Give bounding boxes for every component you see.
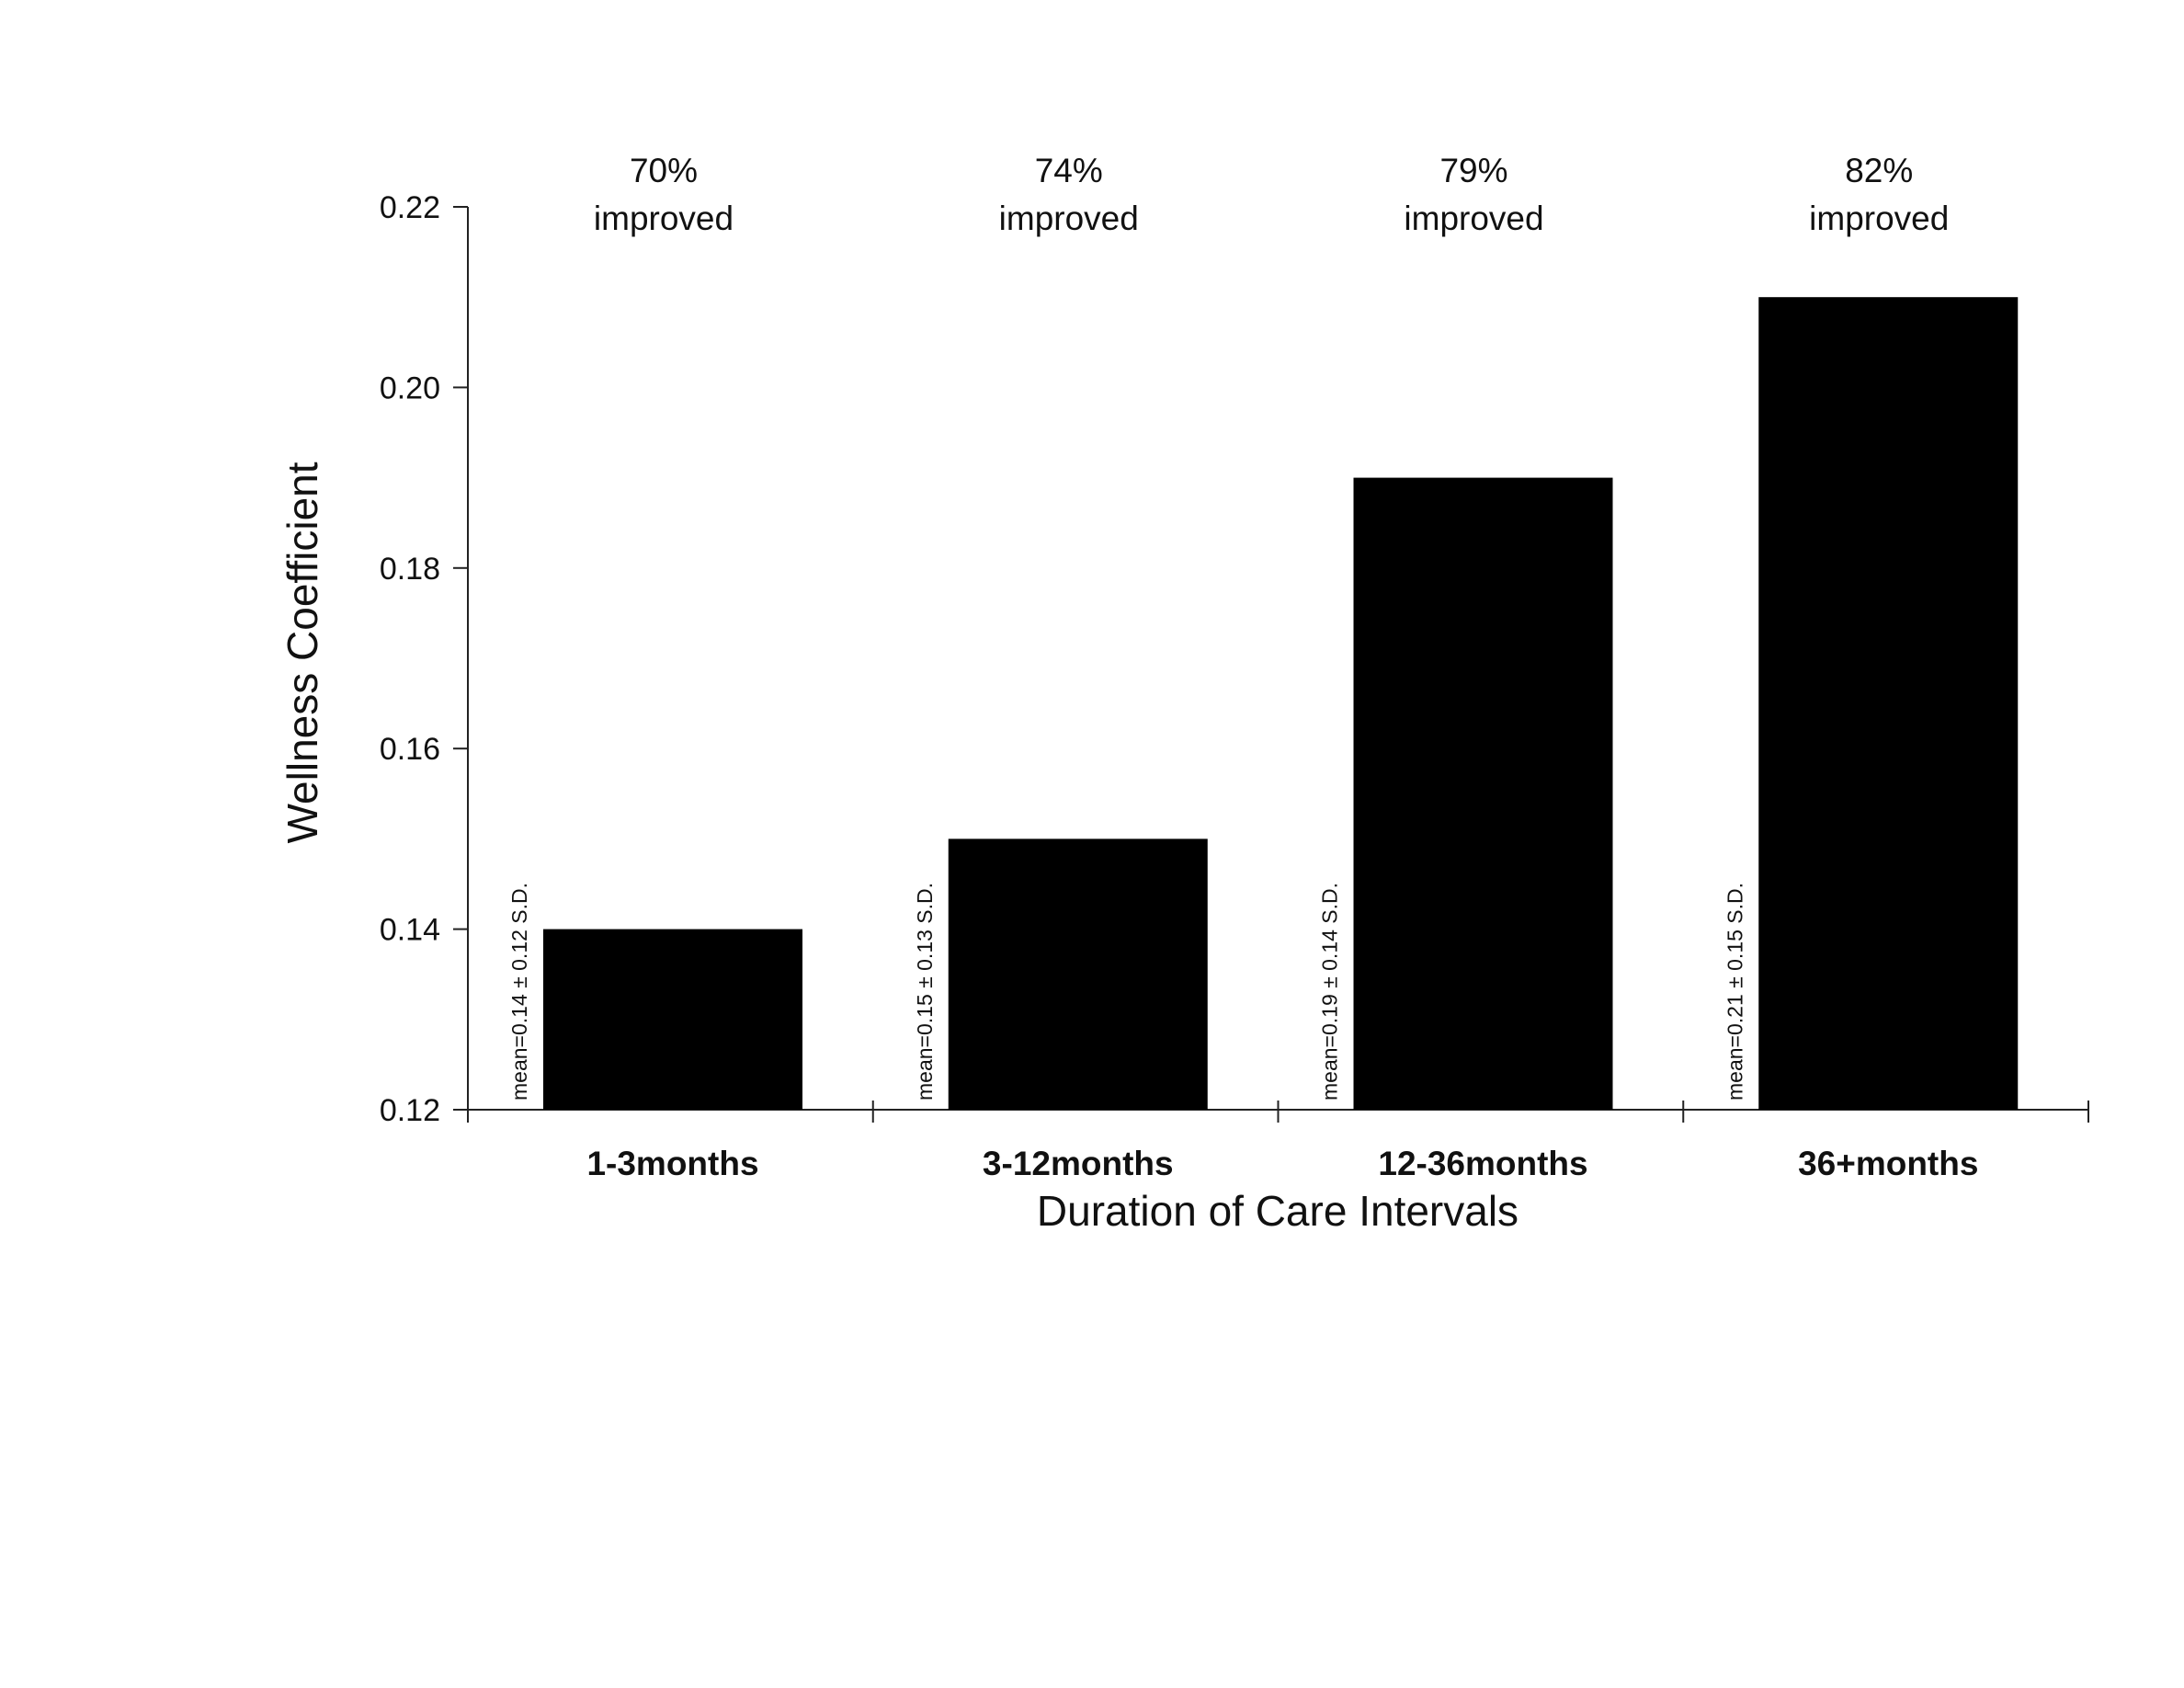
x-axis-title: Duration of Care Intervals — [1037, 1187, 1519, 1235]
y-tick-label: 0.16 — [380, 732, 440, 767]
bar-data-label: mean=0.14 ± 0.12 S.D. — [507, 883, 531, 1101]
improved-text-label: improved — [1809, 200, 1949, 237]
improved-percent-label: 79% — [1439, 152, 1507, 189]
improved-percent-label: 74% — [1035, 152, 1103, 189]
improved-text-label: improved — [999, 200, 1139, 237]
bar — [1353, 477, 1613, 1110]
bar-data-label: mean=0.21 ± 0.15 S.D. — [1723, 883, 1746, 1101]
x-tick-label: 36+months — [1798, 1145, 1978, 1182]
x-tick-label: 1-3months — [586, 1145, 758, 1182]
bar — [1758, 297, 2019, 1110]
improved-text-label: improved — [594, 200, 734, 237]
bar — [543, 929, 802, 1110]
y-tick-label: 0.22 — [380, 190, 440, 225]
y-tick-label: 0.18 — [380, 552, 440, 587]
bar-data-label: mean=0.19 ± 0.14 S.D. — [1318, 883, 1342, 1101]
y-axis-title: Wellness Coefficient — [279, 462, 326, 843]
improved-percent-label: 82% — [1845, 152, 1913, 189]
labels: 1-3months 70% improved mean=0.14 ± 0.12 S.D… — [507, 152, 1978, 1182]
x-tick-label: 3-12months — [983, 1145, 1174, 1182]
bars — [543, 297, 2019, 1110]
x-tick-label: 12-36months — [1378, 1145, 1587, 1182]
bar-data-label: mean=0.15 ± 0.13 S.D. — [913, 883, 937, 1101]
improved-text-label: improved — [1404, 200, 1543, 237]
y-tick-label: 0.14 — [380, 913, 440, 948]
y-axis: 0.12 0.14 0.16 0.18 0.20 0.22 — [380, 190, 469, 1128]
y-tick-label: 0.12 — [380, 1093, 440, 1128]
bar — [948, 838, 1208, 1110]
improved-percent-label: 70% — [630, 152, 698, 189]
y-tick-label: 0.20 — [380, 371, 440, 405]
